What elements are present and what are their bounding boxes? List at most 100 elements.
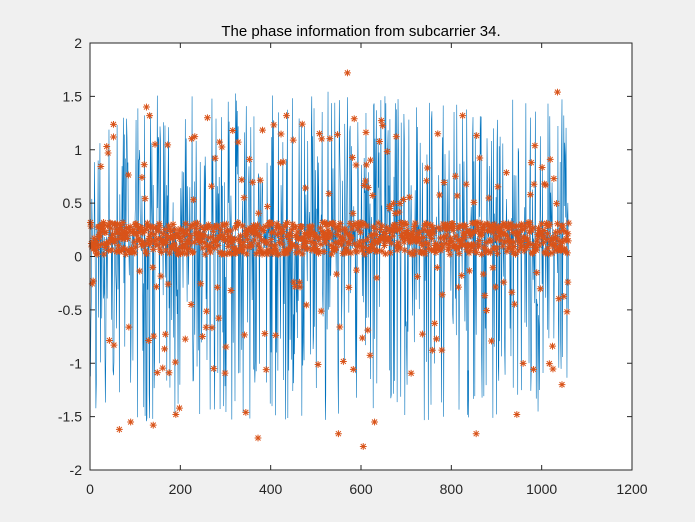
asterisk-marker — [513, 411, 521, 418]
asterisk-marker — [261, 222, 269, 230]
asterisk-marker — [370, 237, 378, 244]
asterisk-marker — [483, 307, 490, 314]
y-tick-label: 2 — [74, 35, 82, 51]
asterisk-marker — [419, 234, 427, 241]
asterisk-marker — [185, 238, 192, 245]
asterisk-marker — [199, 333, 206, 340]
asterisk-marker — [130, 226, 138, 233]
asterisk-marker — [334, 131, 341, 138]
asterisk-marker — [197, 223, 205, 231]
asterisk-marker — [553, 200, 560, 207]
asterisk-marker — [272, 246, 280, 254]
asterisk-marker — [538, 164, 546, 171]
asterisk-marker — [511, 300, 518, 308]
asterisk-marker — [92, 247, 99, 255]
asterisk-marker — [533, 237, 541, 245]
asterisk-marker — [215, 234, 223, 241]
asterisk-marker — [256, 232, 264, 240]
asterisk-marker — [141, 195, 149, 203]
asterisk-marker — [279, 227, 287, 235]
asterisk-marker — [387, 239, 395, 247]
asterisk-marker — [229, 127, 237, 134]
asterisk-marker — [507, 237, 514, 245]
asterisk-marker — [156, 245, 164, 253]
asterisk-marker — [455, 250, 463, 257]
y-tick-label: 1 — [74, 142, 82, 158]
asterisk-marker — [341, 225, 349, 233]
asterisk-marker — [492, 283, 499, 291]
asterisk-marker — [519, 359, 527, 367]
series-layer — [87, 69, 573, 450]
asterisk-marker — [205, 234, 213, 242]
asterisk-marker — [555, 228, 563, 236]
asterisk-marker — [108, 235, 116, 242]
asterisk-marker — [190, 196, 197, 204]
asterisk-marker — [470, 198, 478, 206]
asterisk-marker — [415, 229, 423, 237]
asterisk-marker — [176, 225, 184, 233]
asterisk-marker — [132, 220, 140, 227]
asterisk-marker — [140, 161, 148, 169]
asterisk-marker — [353, 266, 360, 274]
asterisk-marker — [206, 223, 214, 231]
asterisk-marker — [242, 408, 250, 416]
asterisk-marker — [276, 224, 284, 232]
asterisk-marker — [182, 220, 190, 228]
asterisk-marker — [410, 223, 418, 231]
asterisk-marker — [493, 235, 500, 243]
asterisk-marker — [383, 148, 391, 156]
asterisk-marker — [539, 233, 547, 241]
asterisk-marker — [143, 250, 150, 258]
asterisk-marker — [182, 229, 190, 237]
chart-title: The phase information from subcarrier 34… — [221, 23, 500, 40]
asterisk-marker — [274, 250, 282, 258]
asterisk-marker — [164, 280, 172, 288]
asterisk-marker — [457, 237, 465, 245]
asterisk-marker — [146, 240, 154, 248]
asterisk-marker — [362, 128, 370, 136]
asterisk-marker — [349, 154, 356, 161]
asterisk-marker — [91, 241, 99, 248]
asterisk-marker — [443, 231, 451, 239]
x-tick-label: 400 — [259, 481, 283, 497]
asterisk-marker — [503, 247, 511, 255]
asterisk-marker — [476, 154, 484, 162]
asterisk-marker — [251, 236, 258, 244]
asterisk-marker — [338, 241, 345, 249]
asterisk-marker — [517, 220, 525, 228]
asterisk-marker — [314, 247, 322, 254]
asterisk-marker — [409, 235, 417, 243]
asterisk-marker — [349, 365, 357, 373]
asterisk-marker — [147, 229, 155, 237]
asterisk-marker — [198, 238, 205, 245]
asterisk-marker — [200, 231, 208, 239]
asterisk-marker — [211, 244, 219, 252]
asterisk-marker — [179, 249, 186, 257]
asterisk-marker — [474, 223, 481, 231]
asterisk-marker — [409, 227, 417, 235]
asterisk-marker — [478, 250, 485, 258]
asterisk-marker — [436, 225, 444, 233]
asterisk-marker — [112, 225, 120, 233]
asterisk-marker — [270, 121, 278, 129]
asterisk-marker — [189, 248, 197, 256]
asterisk-marker — [466, 267, 473, 275]
asterisk-marker — [106, 219, 114, 227]
asterisk-marker — [191, 133, 199, 141]
asterisk-marker — [259, 126, 266, 134]
asterisk-marker — [351, 240, 359, 248]
asterisk-marker — [212, 236, 220, 244]
asterisk-marker — [140, 242, 148, 250]
asterisk-marker — [480, 270, 487, 278]
y-tick-label: -2 — [70, 462, 83, 478]
asterisk-marker — [302, 301, 310, 309]
asterisk-marker — [238, 176, 246, 184]
asterisk-marker — [458, 272, 466, 279]
asterisk-marker — [292, 223, 299, 231]
asterisk-marker — [245, 227, 252, 234]
asterisk-marker — [104, 149, 112, 157]
asterisk-marker — [374, 247, 382, 255]
asterisk-marker — [547, 237, 555, 245]
